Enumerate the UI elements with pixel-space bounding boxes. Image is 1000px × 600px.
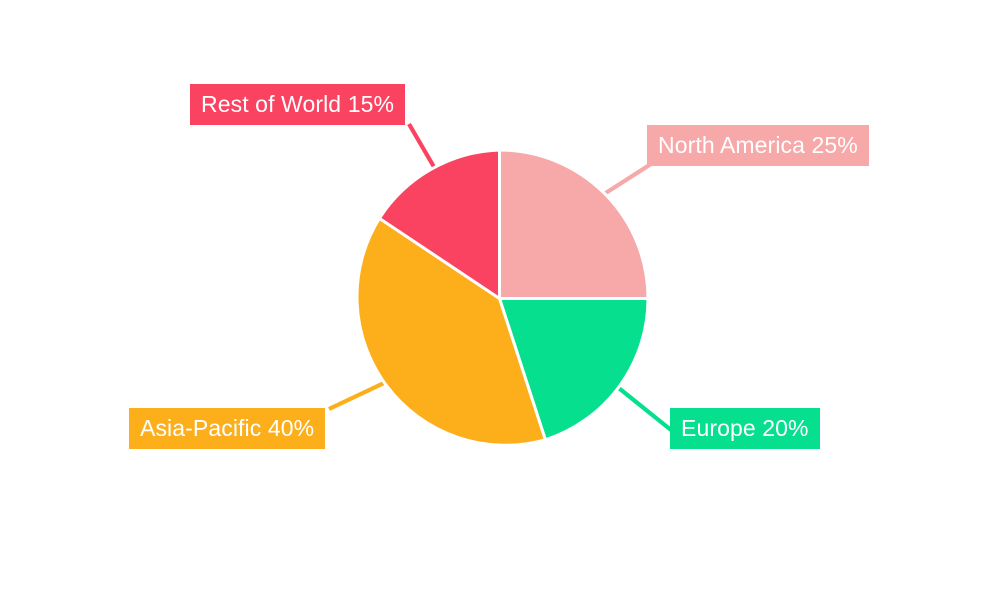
pie-slice-rest-of-world[interactable]	[377, 148, 501, 302]
pie-slices	[355, 148, 650, 447]
slice-label-asia-pacific-text: Asia-Pacific 40%	[140, 415, 315, 441]
slice-label-north-america[interactable]: North America 25%	[647, 125, 869, 166]
slice-label-europe[interactable]: Europe 20%	[670, 408, 820, 449]
leader-line-north-america	[599, 162, 653, 198]
slice-label-asia-pacific[interactable]: Asia-Pacific 40%	[129, 408, 326, 449]
leader-line-europe	[613, 383, 673, 432]
pie-slice-asia-pacific[interactable]	[355, 216, 548, 447]
leader-line-rest-of-world	[407, 122, 436, 169]
slice-label-europe-text: Europe 20%	[681, 415, 809, 441]
pie-slice-europe[interactable]	[497, 297, 650, 442]
pie-slice-north-america[interactable]	[498, 148, 650, 300]
leader-line-asia-pacific	[328, 381, 385, 411]
leader-lines	[328, 122, 673, 432]
slice-label-rest-of-world[interactable]: Rest of World 15%	[190, 84, 406, 125]
slice-label-north-america-text: North America 25%	[658, 132, 858, 158]
slice-label-rest-of-world-text: Rest of World 15%	[201, 91, 395, 117]
